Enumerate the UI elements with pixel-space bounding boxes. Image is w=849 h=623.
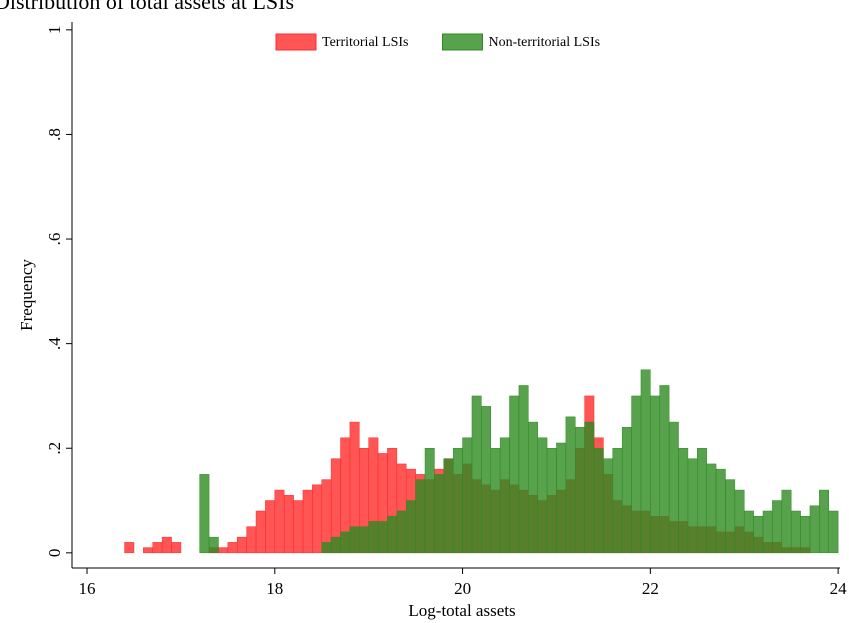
- x-axis-label: Log-total assets: [408, 601, 515, 620]
- bar: [377, 521, 388, 554]
- bar: [687, 458, 698, 554]
- chart-title: Distribution of total assets at LSIs: [0, 0, 294, 14]
- x-tick-label: 24: [830, 579, 848, 598]
- bar: [321, 542, 332, 554]
- bar: [452, 447, 463, 554]
- y-tick-label: .8: [45, 128, 64, 141]
- bar: [725, 479, 736, 554]
- x-tick-label: 18: [266, 579, 283, 598]
- y-tick-label: .4: [45, 337, 64, 350]
- bar: [199, 474, 210, 554]
- bar: [443, 458, 454, 554]
- bar: [312, 484, 322, 554]
- bar: [255, 510, 266, 554]
- bar: [537, 437, 548, 554]
- bar: [236, 536, 247, 554]
- bar: [734, 489, 745, 554]
- bar: [405, 500, 416, 554]
- bar: [349, 526, 360, 554]
- legend-label: Non-territorial LSIs: [489, 35, 601, 50]
- bar: [208, 536, 219, 554]
- bar: [518, 385, 529, 554]
- y-axis-label: Frequency: [17, 259, 36, 331]
- bar: [368, 521, 379, 554]
- x-tick-label: 20: [454, 579, 471, 598]
- bar: [715, 468, 726, 554]
- bar: [678, 447, 689, 554]
- bar: [772, 500, 783, 554]
- bar: [218, 547, 229, 554]
- bar: [584, 421, 595, 554]
- bar: [434, 474, 445, 554]
- bar: [293, 500, 304, 554]
- bar: [171, 542, 182, 554]
- bar: [809, 505, 820, 554]
- bar: [471, 395, 482, 554]
- bar: [603, 458, 614, 554]
- bar: [274, 489, 285, 554]
- bar: [753, 515, 764, 554]
- bar: [612, 447, 623, 554]
- bar: [481, 406, 491, 554]
- x-tick-label: 16: [79, 579, 96, 598]
- bar: [143, 547, 153, 554]
- bar: [621, 427, 632, 554]
- bar: [790, 510, 801, 554]
- bar: [124, 542, 135, 554]
- bar: [321, 479, 332, 554]
- bar: [781, 489, 792, 554]
- y-tick-label: .2: [45, 442, 64, 455]
- legend-swatch: [275, 33, 317, 51]
- y-tick-label: .6: [45, 233, 64, 246]
- bar: [546, 447, 557, 554]
- bar: [565, 416, 576, 554]
- bar: [330, 536, 341, 554]
- bar: [631, 395, 642, 554]
- bar: [499, 437, 510, 554]
- bar: [800, 515, 811, 554]
- bar: [302, 489, 313, 554]
- bar: [706, 463, 717, 554]
- bar: [659, 385, 670, 554]
- y-tick-label: 0: [45, 549, 64, 558]
- bar: [396, 510, 407, 554]
- bar: [640, 369, 651, 554]
- legend-swatch: [442, 33, 483, 51]
- bar: [697, 447, 707, 554]
- bar: [283, 495, 294, 554]
- bar: [265, 500, 276, 554]
- legend-label: Territorial LSIs: [322, 35, 409, 50]
- bar: [593, 447, 604, 554]
- bar: [509, 395, 520, 554]
- bar: [424, 447, 435, 554]
- bar: [359, 526, 369, 554]
- bar: [650, 395, 660, 554]
- x-tick-label: 22: [642, 579, 659, 598]
- bar: [152, 542, 163, 554]
- bar: [161, 536, 172, 554]
- bar: [340, 531, 351, 554]
- bar: [415, 479, 426, 554]
- bar: [387, 515, 398, 554]
- bar: [743, 510, 754, 554]
- bar: [246, 526, 257, 554]
- bar: [819, 489, 829, 554]
- bar: [574, 427, 585, 554]
- bar: [528, 421, 538, 554]
- bar: [556, 442, 567, 554]
- bar: [668, 421, 679, 554]
- y-tick-label: 1: [45, 26, 64, 34]
- bar: [762, 510, 773, 554]
- bar: [490, 447, 501, 554]
- bar: [462, 437, 473, 554]
- bar: [828, 510, 839, 554]
- bar: [227, 542, 238, 554]
